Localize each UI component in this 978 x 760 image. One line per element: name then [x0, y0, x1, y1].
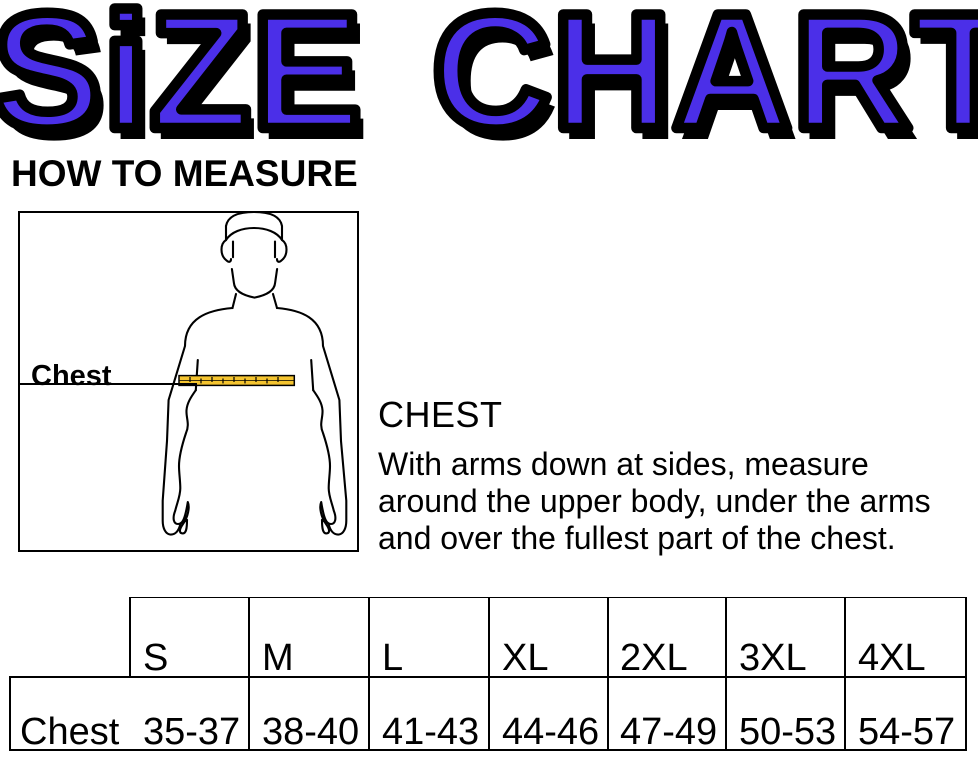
- svg-text:2XL: 2XL: [620, 637, 688, 679]
- svg-text:41-43: 41-43: [382, 711, 479, 753]
- svg-text:44-46: 44-46: [502, 711, 599, 753]
- svg-text:50-53: 50-53: [739, 711, 836, 753]
- svg-text:47-49: 47-49: [620, 711, 717, 753]
- svg-text:Chest: Chest: [20, 711, 120, 753]
- svg-text:38-40: 38-40: [262, 711, 359, 753]
- svg-text:3XL: 3XL: [739, 637, 807, 679]
- svg-text:4XL: 4XL: [858, 637, 926, 679]
- svg-text:S: S: [143, 637, 168, 679]
- svg-text:CHART: CHART: [432, 0, 978, 150]
- svg-text:L: L: [382, 637, 403, 679]
- svg-text:35-37: 35-37: [143, 711, 240, 753]
- svg-text:54-57: 54-57: [858, 711, 955, 753]
- svg-text:SiZE: SiZE: [0, 0, 363, 150]
- svg-text:M: M: [262, 637, 294, 679]
- svg-text:XL: XL: [502, 637, 548, 679]
